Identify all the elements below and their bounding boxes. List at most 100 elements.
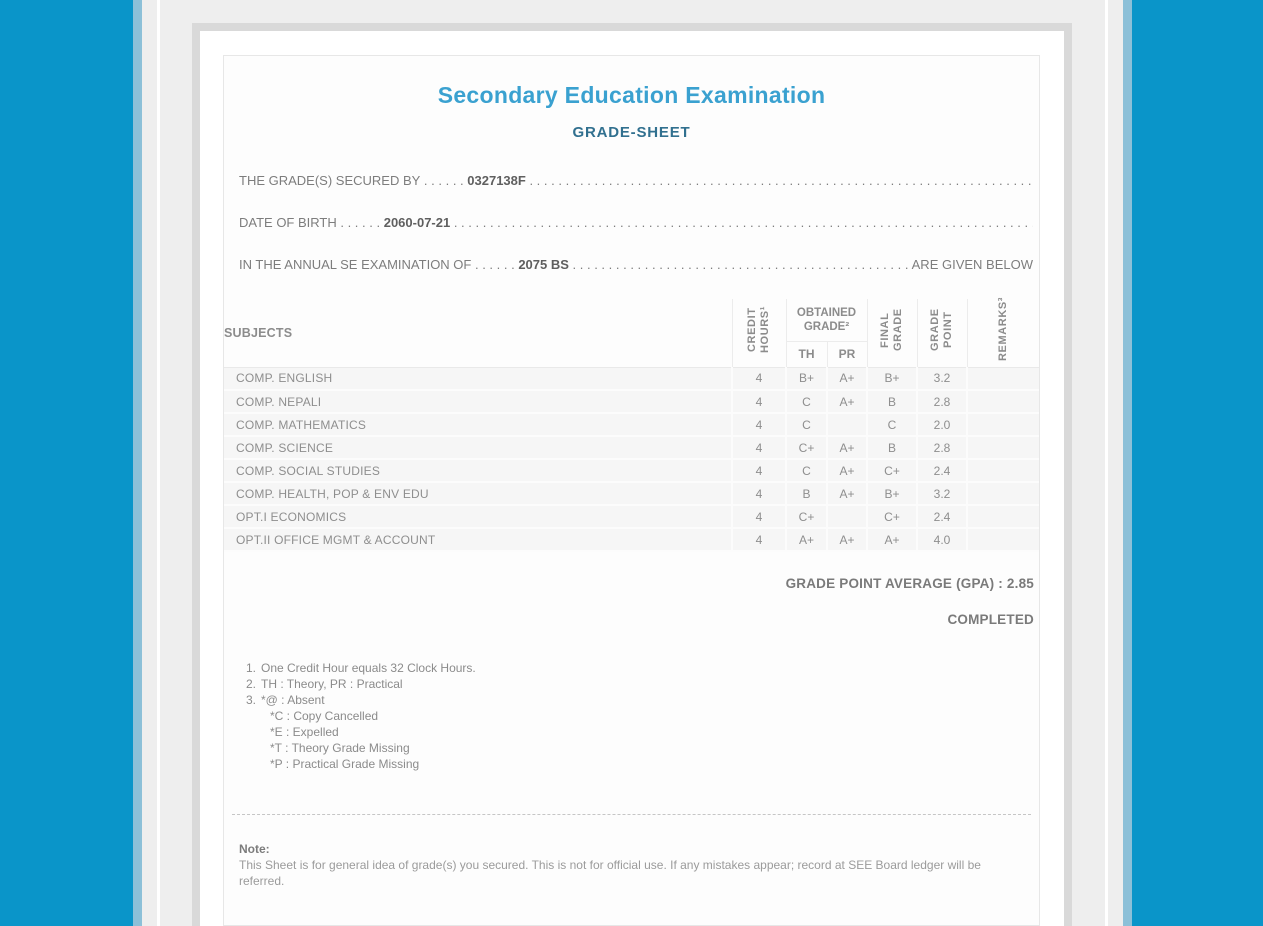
practical-grade-cell: A+ xyxy=(825,482,868,506)
subject-cell: COMP. SCIENCE xyxy=(224,436,732,460)
final-grade-cell: B+ xyxy=(866,367,918,391)
grades-table-header: SUBJECTS CREDIT HOURS¹ OBTAINED GRADE² F… xyxy=(224,297,1040,368)
table-row: COMP. ENGLISH 4 B+ A+ B+ 3.2 xyxy=(224,367,1040,391)
subjects-column-header: SUBJECTS xyxy=(224,299,732,368)
table-row: OPT.I ECONOMICS 4 C+ C+ 2.4 xyxy=(224,505,1040,529)
outer-panel: Secondary Education Examination GRADE-SH… xyxy=(192,23,1072,926)
leader-dots: . . . . . . xyxy=(336,215,384,230)
footnote-text: TH : Theory, PR : Practical xyxy=(261,677,403,691)
examination-year-line: IN THE ANNUAL SE EXAMINATION OF . . . . … xyxy=(224,257,1039,272)
footnote-text: One Credit Hour equals 32 Clock Hours. xyxy=(261,661,476,675)
subject-cell: COMP. HEALTH, POP & ENV EDU xyxy=(224,482,732,506)
grade-sheet-card: Secondary Education Examination GRADE-SH… xyxy=(223,55,1040,926)
page-subtitle: GRADE-SHEET xyxy=(572,124,691,141)
remarks-cell xyxy=(966,367,1040,391)
note-section: Note: This Sheet is for general idea of … xyxy=(239,841,1024,889)
date-of-birth-line: DATE OF BIRTH . . . . . . 2060-07-21 . .… xyxy=(224,215,1039,230)
credit-hours-cell: 4 xyxy=(731,413,786,437)
practical-grade-cell xyxy=(825,505,868,529)
leader-dots: . . . . . . xyxy=(471,257,519,272)
subject-cell: COMP. MATHEMATICS xyxy=(224,413,732,437)
practical-grade-cell: A+ xyxy=(825,390,868,414)
remarks-cell xyxy=(966,436,1040,460)
credit-hours-cell: 4 xyxy=(731,505,786,529)
credit-hours-cell: 4 xyxy=(731,528,786,552)
final-grade-cell: C+ xyxy=(866,505,918,529)
table-row: COMP. SOCIAL STUDIES 4 C A+ C+ 2.4 xyxy=(224,459,1040,483)
credit-hours-cell: 4 xyxy=(731,482,786,506)
footnote-subitem: *P : Practical Grade Missing xyxy=(270,757,420,771)
credit-hours-cell: 4 xyxy=(731,436,786,460)
grades-table-body: COMP. ENGLISH 4 B+ A+ B+ 3.2 COMP. NEPAL… xyxy=(224,367,1040,552)
remarks-cell xyxy=(966,413,1040,437)
date-of-birth-value: 2060-07-21 xyxy=(383,215,451,230)
footnote-number: 3. xyxy=(245,693,256,707)
footnote-text: *@ : Absent xyxy=(261,693,325,707)
credit-hours-vertical-label: CREDIT HOURS¹ xyxy=(746,306,771,354)
obtained-grade-group-header: OBTAINED GRADE² xyxy=(785,299,868,342)
table-row: OPT.II OFFICE MGMT & ACCOUNT 4 A+ A+ A+ … xyxy=(224,528,1040,552)
content-lane: Secondary Education Examination GRADE-SH… xyxy=(133,0,1132,926)
credit-hours-cell: 4 xyxy=(731,459,786,483)
gpa-value: 2.85 xyxy=(1006,576,1034,591)
credit-hours-cell: 4 xyxy=(731,390,786,414)
fill-dots: . . . . . . . . . . . . . . . . . . . . … xyxy=(529,173,1032,188)
theory-column-header: TH xyxy=(785,341,827,368)
practical-grade-cell: A+ xyxy=(825,367,868,391)
remarks-cell xyxy=(966,528,1040,552)
footnote-subitem: *T : Theory Grade Missing xyxy=(270,741,410,755)
gpa-summary-line: GRADE POINT AVERAGE (GPA) : 2.85 xyxy=(224,576,1039,591)
theory-grade-cell: C+ xyxy=(785,505,827,529)
grade-point-cell: 4.0 xyxy=(916,528,968,552)
final-grade-cell: C+ xyxy=(866,459,918,483)
subject-cell: OPT.II OFFICE MGMT & ACCOUNT xyxy=(224,528,732,552)
theory-grade-cell: C+ xyxy=(785,436,827,460)
remarks-cell xyxy=(966,390,1040,414)
theory-grade-cell: C xyxy=(785,413,827,437)
remarks-cell xyxy=(966,505,1040,529)
status-badge: COMPLETED xyxy=(947,612,1034,627)
footnote-number: 2. xyxy=(245,677,256,691)
footnote-item: 1. One Credit Hour equals 32 Clock Hours… xyxy=(240,660,1039,676)
practical-grade-cell xyxy=(825,413,868,437)
final-grade-cell: B xyxy=(866,436,918,460)
final-grade-cell: B xyxy=(866,390,918,414)
gpa-label: GRADE POINT AVERAGE (GPA) : xyxy=(785,576,1007,591)
footnote-subitem: *E : Expelled xyxy=(270,725,339,739)
table-row: COMP. NEPALI 4 C A+ B 2.8 xyxy=(224,390,1040,414)
remarks-vertical-label: REMARKS³ xyxy=(996,297,1009,362)
remarks-column-header: REMARKS³ xyxy=(966,297,1040,368)
practical-column-header: PR xyxy=(826,341,868,368)
footnote-item: 2. TH : Theory, PR : Practical xyxy=(240,676,1039,692)
final-grade-vertical-label: FINAL GRADE xyxy=(879,308,905,352)
subject-cell: COMP. ENGLISH xyxy=(224,367,732,391)
grade-point-cell: 2.0 xyxy=(916,413,968,437)
credit-hours-cell: 4 xyxy=(731,367,786,391)
final-grade-cell: B+ xyxy=(866,482,918,506)
table-row: COMP. HEALTH, POP & ENV EDU 4 B A+ B+ 3.… xyxy=(224,482,1040,506)
final-grade-column-header: FINAL GRADE xyxy=(866,299,918,368)
theory-grade-cell: C xyxy=(785,390,827,414)
grade-point-cell: 2.8 xyxy=(916,436,968,460)
candidate-info-section: THE GRADE(S) SECURED BY . . . . . . 0327… xyxy=(224,173,1039,272)
grades-secured-by-label: THE GRADE(S) SECURED BY xyxy=(239,173,421,188)
credit-hours-column-header: CREDIT HOURS¹ xyxy=(731,299,786,368)
table-row: COMP. SCIENCE 4 C+ A+ B 2.8 xyxy=(224,436,1040,460)
grade-point-cell: 3.2 xyxy=(916,367,968,391)
theory-grade-cell: C xyxy=(785,459,827,483)
fill-dots: . . . . . . . . . . . . . . . . . . . . … xyxy=(572,257,909,272)
theory-grade-cell: B+ xyxy=(785,367,827,391)
footnote-item: 3. *@ : Absent xyxy=(240,692,1039,708)
table-row: COMP. MATHEMATICS 4 C C 2.0 xyxy=(224,413,1040,437)
practical-grade-cell: A+ xyxy=(825,528,868,552)
dashed-divider xyxy=(232,814,1031,815)
are-given-below-text: ARE GIVEN BELOW xyxy=(908,257,1033,272)
footnote-subitem: *C : Copy Cancelled xyxy=(270,709,379,723)
footnotes-section: 1. One Credit Hour equals 32 Clock Hours… xyxy=(224,660,1039,772)
grade-point-cell: 2.8 xyxy=(916,390,968,414)
date-of-birth-label: DATE OF BIRTH xyxy=(239,215,337,230)
footnote-number: 1. xyxy=(245,661,256,675)
note-label: Note: xyxy=(239,842,270,856)
examination-year-label: IN THE ANNUAL SE EXAMINATION OF xyxy=(239,257,472,272)
